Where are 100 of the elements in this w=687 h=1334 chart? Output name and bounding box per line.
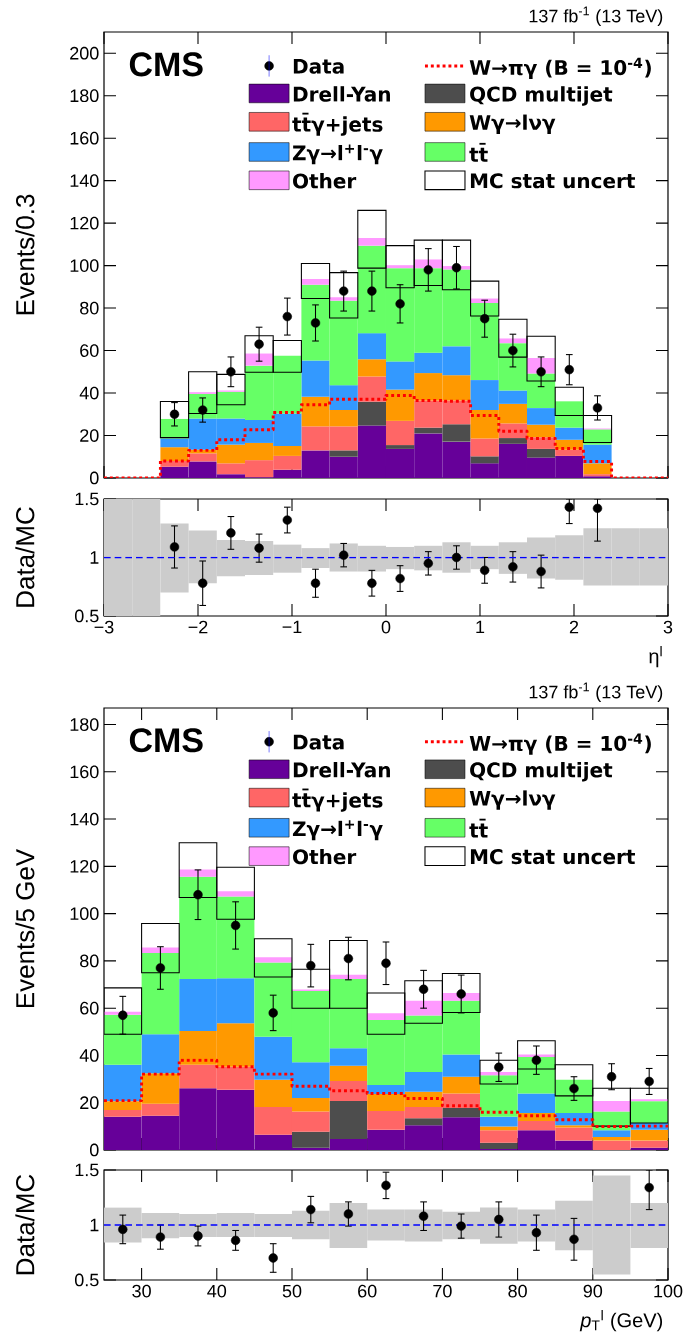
bar xyxy=(555,449,584,456)
x-tick-label: 2 xyxy=(569,620,579,634)
point xyxy=(456,989,466,999)
point xyxy=(282,311,292,322)
point xyxy=(418,1211,429,1221)
bar xyxy=(141,947,180,954)
legend-label: tt̄γ+jets xyxy=(292,112,383,136)
point xyxy=(494,1062,504,1072)
point xyxy=(306,960,316,971)
bar xyxy=(480,1116,518,1127)
y-tick-label: 120 xyxy=(70,859,99,873)
bar xyxy=(630,1147,668,1150)
y-tick-label: 60 xyxy=(80,1001,99,1015)
point xyxy=(169,409,180,419)
y-tick-label: 60 xyxy=(80,344,99,357)
y-tick-label: 100 xyxy=(70,907,99,920)
legend-label: Other xyxy=(293,173,357,189)
legend-label: MC stat uncert xyxy=(470,173,635,189)
legend-label: Data xyxy=(293,58,344,74)
bar xyxy=(245,353,274,366)
x-tick-label: 60 xyxy=(358,1284,377,1298)
chart-title: 137 fb$^{-1}$ (13 TeV) xyxy=(529,682,663,702)
point xyxy=(606,1072,617,1082)
x-axis-title: p$_{T}$$^{l}$ (GeV) xyxy=(579,1310,663,1332)
point xyxy=(339,286,349,296)
bar xyxy=(592,1130,631,1137)
y-axis-title: Events/5 GeV xyxy=(15,848,35,1008)
point xyxy=(118,1010,128,1020)
point xyxy=(310,318,321,328)
point xyxy=(592,503,603,514)
legend-label: MC stat uncert xyxy=(470,849,635,865)
x-tick-label: 70 xyxy=(433,1284,452,1298)
point xyxy=(230,920,241,931)
bar xyxy=(583,463,612,475)
point xyxy=(456,1221,466,1231)
point xyxy=(508,345,518,356)
point xyxy=(343,953,354,964)
bar xyxy=(480,1142,518,1150)
y-tick-label: 40 xyxy=(79,386,99,400)
bar xyxy=(357,238,386,246)
point xyxy=(536,367,546,377)
bar xyxy=(329,450,358,457)
point xyxy=(531,1055,542,1065)
x-tick-label: 80 xyxy=(508,1284,527,1298)
legend-label: QCD multijet xyxy=(470,762,613,782)
bar xyxy=(216,891,255,897)
y-tick-label: 1.5 xyxy=(75,492,99,506)
y-tick-label: 1 xyxy=(90,1218,99,1232)
point xyxy=(418,984,429,994)
bar xyxy=(517,1093,556,1114)
bar xyxy=(526,408,556,425)
bar xyxy=(301,278,330,285)
point xyxy=(569,1083,579,1094)
y-tick-label: 120 xyxy=(70,216,99,230)
legend-label: Wγ→lνγ xyxy=(469,790,556,810)
x-tick-label: 90 xyxy=(583,1284,603,1298)
point xyxy=(644,1182,654,1193)
point xyxy=(198,405,208,415)
point xyxy=(282,515,292,525)
legend-label: W→πγ (B = 10$^{-4}$) xyxy=(469,733,651,755)
bar xyxy=(357,401,386,426)
x-tick-label: 3 xyxy=(663,620,673,634)
legend-label: Other xyxy=(293,848,357,865)
legend-label: Data xyxy=(293,734,344,750)
point xyxy=(480,565,490,576)
x-tick-label: 50 xyxy=(282,1284,302,1298)
legend-label: tt̄γ+jets xyxy=(292,788,383,812)
legend-label: Zγ→l$^{+}$l$^{-}$γ xyxy=(292,820,383,841)
chart-title: 137 fb$^{-1}$ (13 TeV) xyxy=(529,6,663,26)
legend-label: Drell-Yan xyxy=(293,762,390,778)
legend-label: QCD multijet xyxy=(470,86,613,106)
legend-label: tt̄ xyxy=(469,142,488,162)
annotation: CMS xyxy=(129,728,203,753)
legend-label: Zγ→l$^{+}$l$^{-}$γ xyxy=(292,144,383,165)
x-tick-label: 1 xyxy=(476,620,485,634)
bar xyxy=(498,438,527,444)
point xyxy=(508,562,518,572)
point xyxy=(193,1231,203,1241)
bar xyxy=(470,438,499,457)
point xyxy=(451,263,462,273)
y-tick-label: 100 xyxy=(70,259,99,272)
bar xyxy=(404,1118,443,1126)
bar xyxy=(329,1065,368,1081)
point xyxy=(381,958,391,968)
point xyxy=(254,543,264,553)
x-axis-title: η$^{l}$ xyxy=(649,646,662,668)
point xyxy=(644,1076,654,1087)
point xyxy=(226,367,236,377)
y-tick-label: 0.5 xyxy=(74,1273,99,1287)
point xyxy=(395,573,405,584)
bar xyxy=(592,1101,631,1112)
point xyxy=(480,314,490,324)
point xyxy=(198,578,208,588)
point xyxy=(343,1209,354,1219)
legend-label: Wγ→lνγ xyxy=(469,114,556,134)
y-tick-label: 20 xyxy=(80,1096,99,1110)
y-tick-label: 80 xyxy=(80,954,99,968)
bar xyxy=(329,297,358,301)
legend-label: W→πγ (B = 10$^{-4}$) xyxy=(469,57,651,80)
point xyxy=(381,1180,391,1191)
